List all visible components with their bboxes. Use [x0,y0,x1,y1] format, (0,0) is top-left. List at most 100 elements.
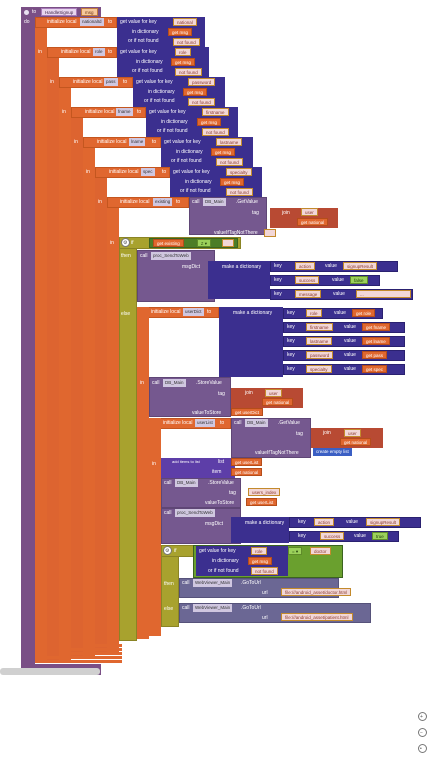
get-msg-6[interactable]: get msg [220,178,245,186]
notfound-str-3[interactable]: not found [188,98,215,106]
zoom-in-icon[interactable]: + [418,712,427,721]
get-national-4[interactable]: get national [231,468,263,476]
zoom-reset-icon[interactable]: • [418,744,427,753]
var-existing[interactable]: existing [153,198,173,206]
procedure-block[interactable] [21,7,35,667]
key-password[interactable]: password [188,78,216,86]
get-msg-2[interactable]: get msg [171,58,196,66]
get-national-1[interactable]: get national [297,218,329,226]
get-msg-7[interactable]: get msg [248,557,273,565]
make-dict-3[interactable] [231,517,289,543]
key-firstname-2[interactable]: firstname [306,323,333,331]
call-db-storevalue-2[interactable] [161,478,241,508]
pair-password-2[interactable] [283,350,405,361]
make-dict-2[interactable] [219,307,283,377]
init-spec[interactable] [95,167,170,178]
val-false-1[interactable]: false [350,276,368,284]
key-password-2[interactable]: password [306,351,334,359]
create-empty-list[interactable]: create empty list [313,448,352,456]
compare-block-1[interactable] [149,238,238,248]
db-main-dropdown-2[interactable]: DB_Main [163,379,186,387]
get-lname-2[interactable]: get lname [362,337,390,345]
key-success-1[interactable]: success [295,276,320,284]
init-lname[interactable] [83,137,161,148]
init-existing[interactable] [107,197,189,208]
join-str-user-3[interactable]: user [344,429,361,437]
get-msg-1[interactable]: get msg [168,28,193,36]
pair-specialty-2[interactable] [283,364,405,375]
notfound-str-4[interactable]: not found [202,128,229,136]
mutator-gear-1[interactable]: ⚙ [121,238,130,247]
key-lastname-2[interactable]: lastname [306,337,333,345]
get-userList-2[interactable]: get userList [246,498,278,506]
key-success-3[interactable]: success [320,532,345,540]
mutator-gear-2[interactable]: ⚙ [163,546,172,555]
init-nationalId[interactable] [35,17,117,28]
key-national[interactable]: national [173,18,197,26]
var-nationalId[interactable]: nationalId [80,18,104,26]
key-role-2[interactable]: role [306,309,322,317]
horizontal-scrollbar[interactable] [0,668,100,675]
val-signupresult-1[interactable]: signupResult [343,262,378,270]
call-db-getvalue[interactable] [189,197,267,235]
notfound-str-5[interactable]: not found [216,158,243,166]
tag-users-index[interactable]: users_index [248,488,281,496]
make-dict-1[interactable] [208,261,270,299]
notfound-str-1[interactable]: not found [173,38,200,46]
get-msg-3[interactable]: get msg [183,88,208,96]
if-block-1[interactable] [119,237,137,641]
add-items-block[interactable] [161,458,235,478]
get-national-2[interactable]: get national [262,398,294,406]
pair-action-1[interactable] [270,261,398,272]
key-message-1[interactable]: message [295,290,322,298]
join-str-user-1[interactable]: user [301,208,318,216]
key-action-3[interactable]: action [314,518,335,526]
get-spec-2[interactable]: get spec [362,365,388,373]
proc-param-field[interactable]: msg [81,8,98,16]
get-msg-5[interactable]: get msg [211,148,236,156]
get-msg-4[interactable]: get msg [197,118,222,126]
url-doctor[interactable]: file:///android_asset/doctor.html [281,588,352,596]
var-spec[interactable]: spec [141,168,155,176]
var-fname[interactable]: fname [116,108,133,116]
get-fname-2[interactable]: get fname [362,323,391,331]
pair-message-1[interactable] [270,289,413,300]
var-role[interactable]: role [93,48,105,56]
get-userDict-1[interactable]: get userDict [231,408,264,416]
db-main-dropdown-1[interactable]: DB_Main [203,198,226,206]
key-specialty[interactable]: specialty [226,168,252,176]
notfound-str-7[interactable]: not found [251,567,278,575]
notfound-str-6[interactable]: not found [226,188,253,196]
eq-op-2[interactable]: = ▾ [288,547,303,555]
pair-action-3[interactable] [289,517,421,528]
pair-role-2[interactable] [283,308,383,319]
get-role-2[interactable]: get role [352,309,376,317]
pair-lastname-2[interactable] [283,336,405,347]
sendtoweb-dropdown-1[interactable]: proc_SendToWeb [151,252,191,260]
init-pass[interactable] [59,77,133,88]
db-main-dropdown-4[interactable]: DB_Main [175,479,198,487]
key-role-3[interactable]: role [251,547,267,555]
call-db-getvalue-2[interactable] [231,418,311,458]
key-firstname[interactable]: firstname [202,108,229,116]
key-action-1[interactable]: action [295,262,316,270]
sendtoweb-dropdown-2[interactable]: proc_SendToWeb [175,509,215,517]
pair-firstname-2[interactable] [283,322,405,333]
webviewer-dropdown-2[interactable]: WebViewer_Main [193,604,233,612]
val-true-3[interactable]: true [372,532,388,540]
key-role[interactable]: role [175,48,191,56]
empty-str-1[interactable] [264,229,276,237]
collapse-dot[interactable] [24,10,29,15]
val-message-1[interactable]: ... [356,290,411,298]
join-str-user-2[interactable]: user [265,389,282,397]
db-main-dropdown-3[interactable]: DB_Main [245,419,268,427]
var-pass[interactable]: pass [104,78,118,86]
var-userDict[interactable]: userDict [183,308,204,316]
key-specialty-2[interactable]: specialty [306,365,332,373]
val-doctor[interactable]: doctor [310,547,331,555]
neq-op-1[interactable]: ≠ ▾ [197,239,211,247]
url-patient[interactable]: file:///android_asset/patient.html [281,613,353,621]
call-db-storevalue-1[interactable] [149,377,231,417]
get-national-3[interactable]: get national [340,438,372,446]
notfound-str-2[interactable]: not found [175,68,202,76]
